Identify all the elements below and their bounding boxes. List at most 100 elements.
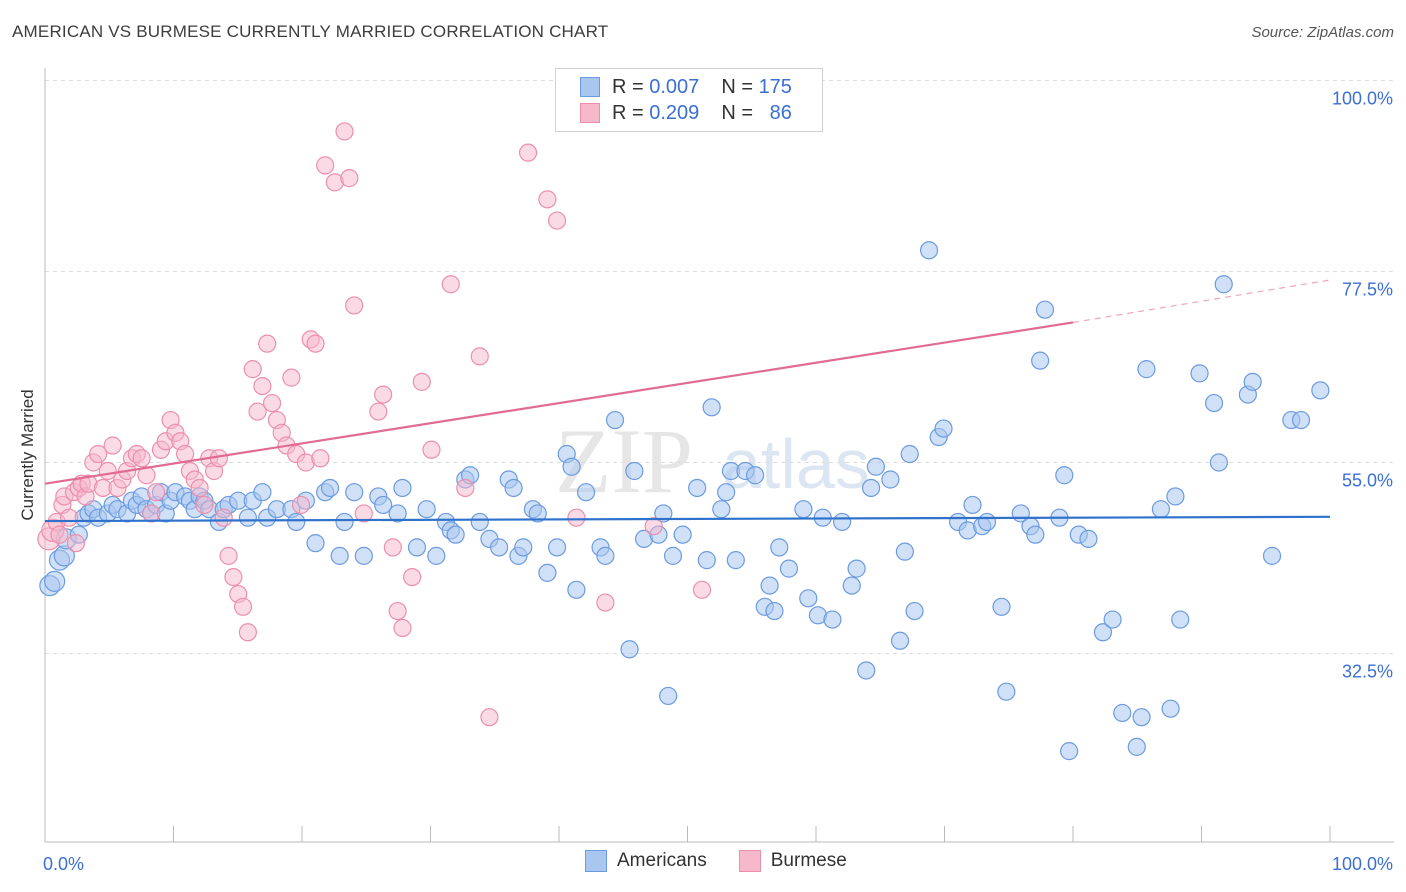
american-n-value: 175 — [758, 75, 792, 98]
watermark: ZIP atlas — [555, 410, 870, 512]
burmese-point — [412, 372, 431, 391]
burmese-point — [644, 517, 663, 536]
burmese-point — [567, 508, 586, 527]
burmese-point — [369, 402, 388, 421]
american-point — [934, 419, 953, 438]
american-point — [726, 551, 745, 570]
burmese-point — [547, 211, 567, 230]
y-tick-labels: 32.5% 55.0% 77.5% 100.0% — [1332, 89, 1393, 682]
american-point — [1166, 487, 1185, 506]
burmese-point — [383, 538, 402, 557]
american-point — [963, 495, 982, 515]
burmese-point — [596, 593, 615, 612]
american-point — [900, 444, 919, 464]
burmese-n-value: 86 — [769, 101, 792, 124]
legend-n-label: N = — [721, 75, 753, 98]
american-point — [620, 640, 639, 659]
american-point — [605, 410, 625, 430]
burmese-point — [354, 504, 373, 523]
american-point — [779, 559, 799, 578]
american-point — [992, 597, 1011, 616]
burmese-point — [224, 567, 243, 587]
american-point — [842, 576, 861, 595]
american-point — [866, 457, 886, 476]
american-point — [44, 570, 66, 592]
american-point — [625, 461, 644, 481]
burmese-point — [262, 393, 282, 413]
american-point — [1204, 393, 1224, 413]
burmese-point — [403, 567, 422, 587]
american-point — [335, 512, 354, 532]
american-point — [388, 504, 407, 523]
american-point — [895, 542, 914, 561]
american-point — [663, 546, 683, 565]
legend-row-burmese: R = 0.209 N = 86 — [580, 100, 792, 126]
american-point — [562, 457, 581, 476]
american-point — [919, 241, 939, 260]
burmese-trend-line — [44, 321, 1074, 485]
american-point — [330, 546, 349, 565]
x-tick-label-min: 0.0% — [43, 854, 84, 874]
american-point — [1031, 351, 1050, 370]
burmese-point — [316, 156, 335, 175]
legend-r-label: R = — [612, 75, 644, 98]
american-point — [688, 478, 707, 498]
y-tick-label: 100.0% — [1332, 89, 1393, 109]
american-point — [673, 525, 692, 544]
american-point — [1060, 742, 1079, 761]
burmese-point — [282, 368, 301, 387]
burmese-point — [248, 402, 267, 421]
burmese-point — [60, 508, 79, 527]
american-point — [427, 546, 446, 565]
legend-americans-label: Americans — [617, 850, 707, 871]
american-point — [1171, 610, 1190, 629]
burmese-point — [291, 495, 311, 515]
american-point — [770, 538, 789, 557]
american-point — [417, 500, 436, 519]
y-axis-label: Currently Married — [18, 389, 37, 521]
chart-source: Source: ZipAtlas.com — [1251, 24, 1394, 41]
burmese-swatch — [580, 103, 600, 123]
y-tick-label: 55.0% — [1342, 471, 1393, 491]
legend-item-burmese: Burmese — [738, 850, 847, 872]
american-point — [407, 538, 427, 557]
american-point — [1103, 610, 1122, 629]
american-point — [514, 538, 533, 557]
burmese-point — [190, 478, 209, 498]
american-point — [799, 589, 818, 608]
american-point — [374, 495, 393, 515]
burmese-point — [393, 618, 412, 638]
burmese-point — [345, 296, 364, 315]
american-point — [1291, 410, 1311, 430]
american-point — [760, 576, 779, 595]
american-point — [697, 551, 716, 570]
burmese-point — [132, 449, 151, 468]
american-point — [746, 466, 765, 485]
american-point — [287, 512, 306, 532]
stats-legend: R = 0.007 N = 175 R = 0.209 N = 86 — [555, 68, 823, 132]
american-point — [890, 631, 910, 650]
american-point — [528, 504, 547, 523]
burmese-point — [238, 623, 257, 642]
legend-n-label: N = — [721, 101, 753, 124]
american-point — [847, 559, 866, 578]
burmese-point — [89, 444, 108, 464]
burmese-r-value: 0.209 — [649, 101, 700, 124]
american-point — [717, 483, 736, 502]
american-point — [861, 478, 881, 498]
y-tick-label: 77.5% — [1342, 280, 1393, 300]
american-point — [354, 546, 373, 565]
american-r-value: 0.007 — [649, 75, 700, 98]
burmese-point — [388, 601, 407, 621]
american-point — [596, 546, 615, 565]
burmese-trend-extension — [1072, 279, 1331, 324]
burmese-point — [219, 546, 238, 565]
american-point — [832, 512, 852, 532]
american-point — [1113, 703, 1132, 723]
burmese-points — [37, 122, 712, 727]
legend-item-americans: Americans — [585, 850, 707, 872]
burmese-point — [50, 525, 69, 544]
american-point — [238, 508, 257, 527]
american-point — [1243, 372, 1262, 391]
american-point — [1093, 623, 1113, 642]
